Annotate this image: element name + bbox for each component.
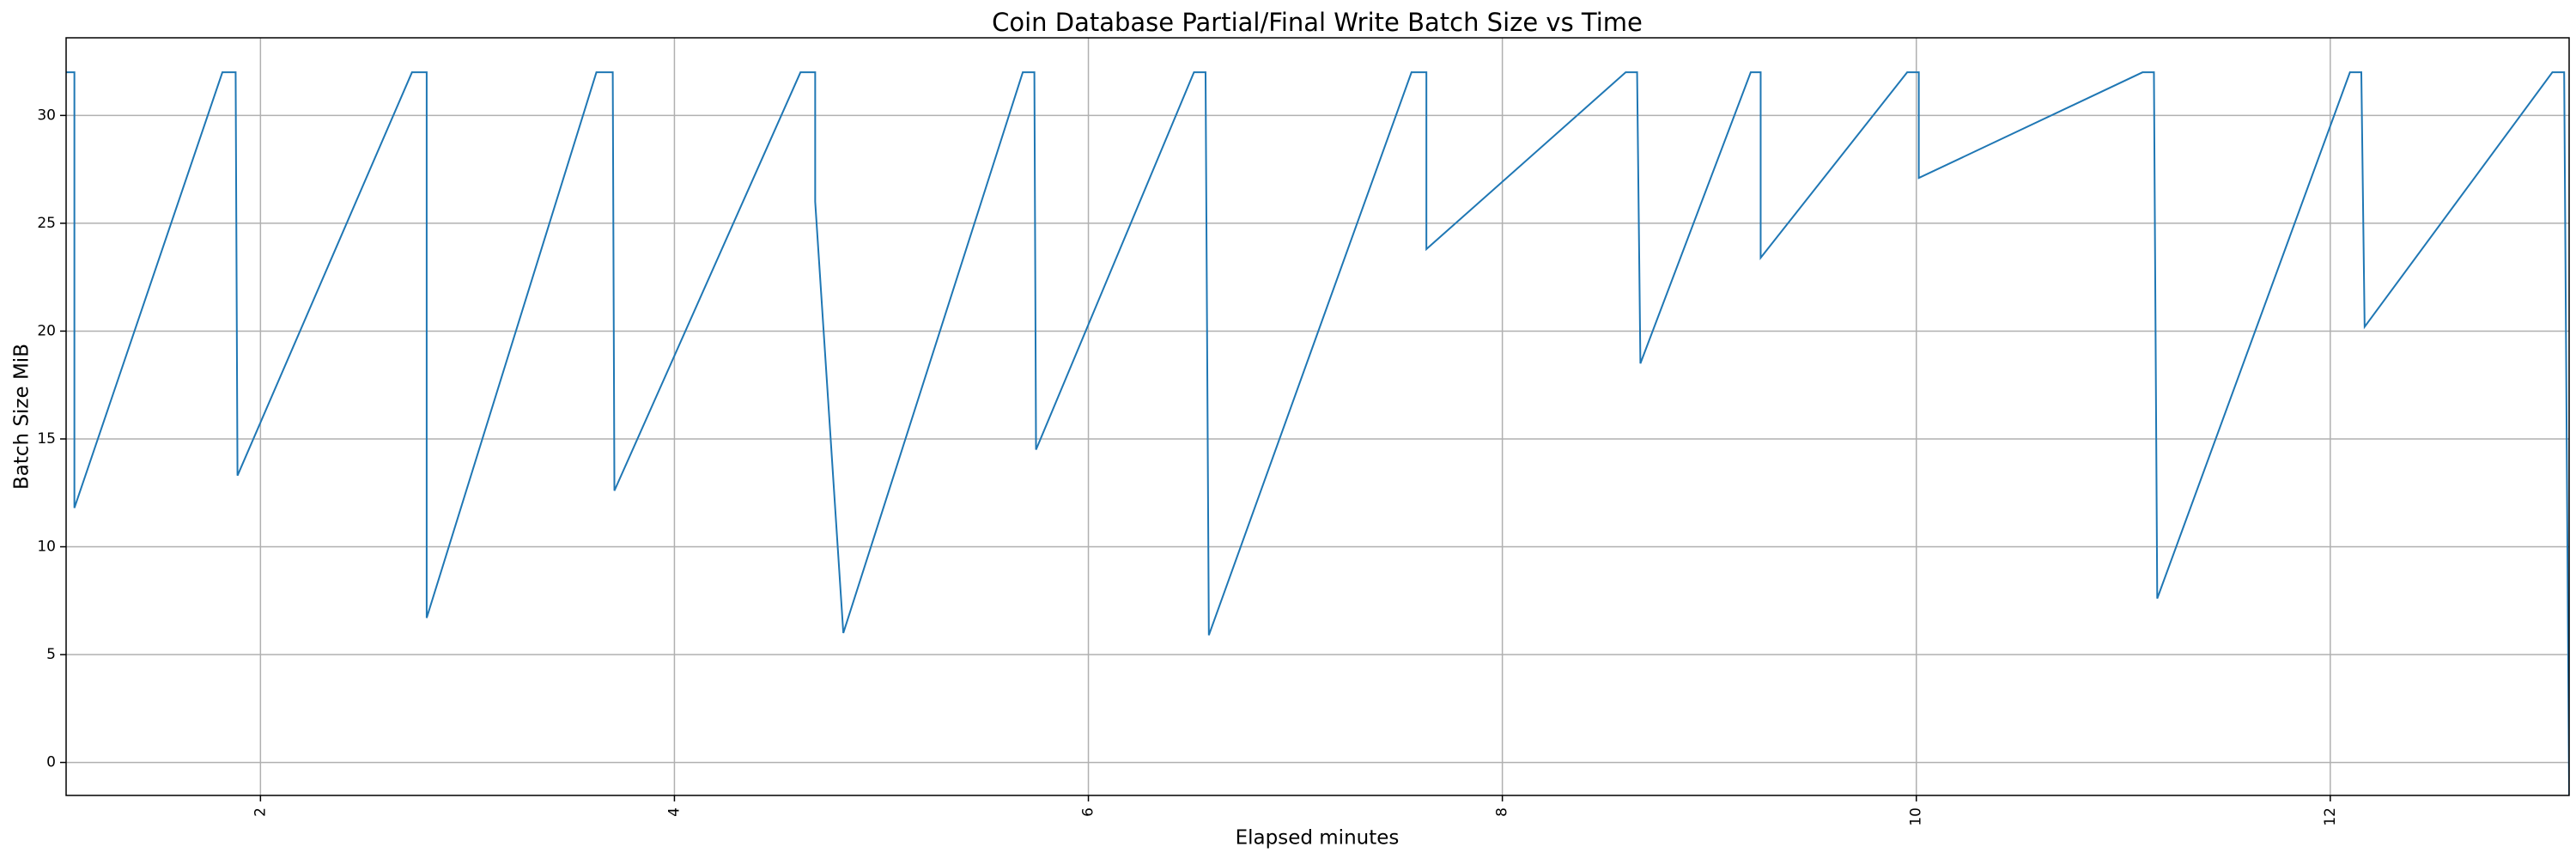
x-axis-label: Elapsed minutes	[1236, 827, 1400, 850]
x-tick-label: 6	[1080, 807, 1097, 817]
x-tick-label: 10	[1908, 807, 1925, 826]
x-tick-label: 8	[1494, 807, 1511, 817]
y-tick-label: 10	[37, 539, 56, 556]
y-tick-label: 0	[46, 754, 56, 771]
y-tick-label: 20	[37, 322, 56, 339]
data-line	[66, 71, 2569, 795]
x-tick-label: 12	[2322, 807, 2339, 826]
y-tick-label: 30	[37, 107, 56, 124]
x-tick-label: 4	[665, 807, 683, 817]
y-tick-label: 15	[37, 430, 56, 448]
y-tick-label: 5	[46, 646, 56, 663]
x-tick-label: 2	[252, 807, 269, 817]
y-tick-label: 25	[37, 215, 56, 232]
y-axis-label: Batch Size MiB	[11, 344, 33, 490]
chart-title: Coin Database Partial/Final Write Batch …	[992, 8, 1643, 37]
plot-frame	[65, 37, 2570, 796]
